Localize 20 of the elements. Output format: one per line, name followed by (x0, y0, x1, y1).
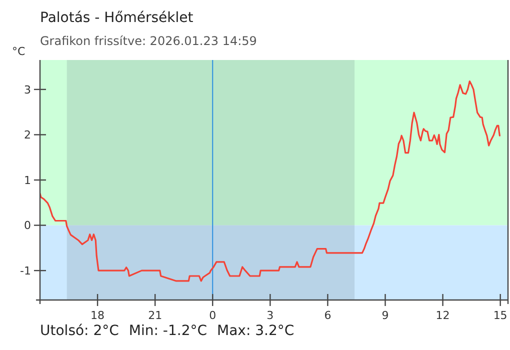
chart-subtitle: Grafikon frissítve: 2026.01.23 14:59 (40, 34, 257, 48)
y-tick-label: 2 (24, 128, 31, 142)
y-axis-title: °C (12, 45, 26, 58)
x-tick-label: 15 (493, 309, 508, 322)
y-tick-label: 1 (24, 174, 31, 187)
line-series (40, 80, 500, 282)
x-tick-label: 6 (324, 309, 332, 322)
chart-title: Palotás - Hőmérséklet (40, 10, 194, 26)
x-tick-label: 0 (209, 309, 216, 322)
y-tick-label: 0 (24, 219, 31, 232)
text: Min: -1.2°C (128, 323, 208, 339)
y-tick-label: 3 (24, 83, 31, 96)
x-tick-label: 12 (436, 309, 450, 322)
x-tick-label: 21 (148, 309, 162, 322)
x-tick-label: 9 (382, 309, 389, 322)
x-tick-label: 18 (90, 309, 105, 322)
x-tick-label: 3 (266, 309, 274, 322)
text: Max: 3.2°C (217, 323, 294, 339)
y-tick-label: -1 (20, 264, 31, 278)
text: Utolsó: 2°C (40, 323, 120, 339)
